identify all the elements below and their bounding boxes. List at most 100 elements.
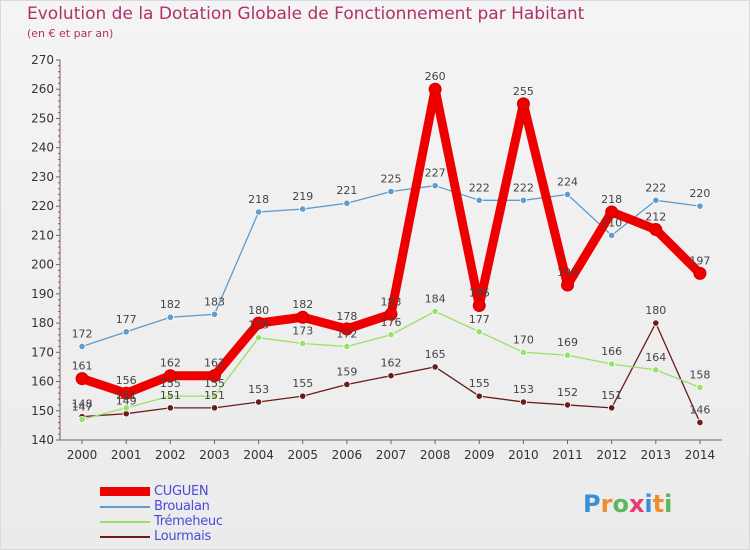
x-tick-label: 2009 [464, 448, 495, 462]
data-point-trmeheuc [475, 328, 483, 336]
data-point-lourmais [519, 398, 528, 406]
data-label-lourmais: 153 [513, 383, 534, 396]
data-point-cuguen [561, 278, 575, 292]
data-point-trmeheuc [78, 415, 86, 424]
data-point-lourmais [122, 410, 130, 418]
data-label-lourmais: 155 [292, 377, 313, 390]
data-label-broualan: 183 [204, 295, 225, 308]
x-tick-label: 2003 [199, 448, 230, 462]
data-label-broualan: 221 [336, 184, 357, 197]
logo-letter: t [652, 490, 665, 518]
data-label-trmeheuc: 155 [160, 377, 181, 390]
data-point-cuguen [119, 386, 133, 400]
data-label-trmeheuc: 147 [72, 401, 93, 414]
data-label-trmeheuc: 177 [469, 313, 490, 326]
data-label-trmeheuc: 173 [292, 325, 313, 338]
data-point-trmeheuc [210, 392, 219, 400]
data-point-cuguen [75, 372, 89, 386]
data-label-lourmais: 151 [601, 389, 622, 402]
y-tick-label: 230 [31, 170, 54, 184]
data-point-broualan [519, 196, 528, 204]
data-label-broualan: 220 [689, 187, 710, 200]
data-point-lourmais [475, 392, 483, 400]
x-tick-label: 2007 [376, 448, 407, 462]
data-point-lourmais [299, 392, 307, 400]
data-label-trmeheuc: 176 [381, 316, 402, 329]
data-label-lourmais: 159 [336, 365, 357, 378]
y-tick-label: 260 [31, 82, 54, 96]
data-label-broualan: 225 [381, 173, 402, 186]
y-tick-label: 190 [31, 287, 54, 301]
data-label-cuguen: 162 [204, 357, 225, 370]
data-label-trmeheuc: 170 [513, 333, 534, 346]
legend-swatch-broualan [100, 506, 150, 508]
data-label-cuguen: 255 [513, 85, 534, 98]
data-label-cuguen: 193 [557, 266, 578, 279]
data-point-trmeheuc [122, 404, 130, 412]
data-label-trmeheuc: 151 [116, 389, 137, 402]
data-label-trmeheuc: 184 [425, 292, 446, 305]
data-point-cuguen [428, 82, 442, 96]
y-tick-label: 240 [31, 141, 54, 155]
data-point-cuguen [207, 369, 221, 383]
legend-swatch-cuguen [100, 487, 150, 496]
data-label-broualan: 219 [292, 190, 313, 203]
data-point-trmeheuc [299, 339, 307, 348]
x-tick-label: 2002 [155, 448, 186, 462]
data-point-cuguen [384, 307, 398, 321]
data-point-cuguen [693, 266, 707, 280]
data-label-lourmais: 146 [689, 403, 710, 416]
x-tick-label: 2004 [243, 448, 274, 462]
data-point-cuguen [649, 223, 663, 237]
data-point-broualan [78, 342, 86, 351]
data-label-cuguen: 162 [160, 357, 181, 370]
data-point-trmeheuc [652, 366, 660, 374]
data-point-cuguen [340, 322, 354, 336]
logo-letter: x [628, 490, 645, 518]
proxiti-logo: Proxiti [583, 490, 672, 518]
y-tick-label: 250 [31, 111, 54, 125]
y-tick-label: 140 [31, 433, 54, 447]
data-point-trmeheuc [696, 383, 704, 391]
x-tick-label: 2014 [685, 448, 716, 462]
y-tick-label: 160 [31, 375, 54, 389]
data-point-cuguen [472, 299, 486, 313]
data-point-broualan [563, 190, 572, 199]
x-tick-label: 2012 [596, 448, 627, 462]
data-point-cuguen [296, 310, 310, 324]
data-label-lourmais: 165 [425, 348, 446, 361]
data-point-lourmais [608, 404, 616, 412]
data-label-trmeheuc: 175 [248, 319, 269, 332]
data-label-lourmais: 180 [645, 304, 666, 317]
y-tick-label: 180 [31, 316, 54, 330]
y-tick-label: 200 [31, 258, 54, 272]
data-point-cuguen [163, 369, 177, 383]
data-point-cuguen [516, 97, 530, 111]
x-tick-label: 2010 [508, 448, 539, 462]
data-label-cuguen: 161 [72, 360, 93, 373]
data-point-trmeheuc [166, 392, 174, 400]
data-label-broualan: 222 [645, 181, 666, 194]
x-tick-label: 2013 [641, 448, 672, 462]
x-tick-label: 2005 [287, 448, 318, 462]
data-label-broualan: 222 [513, 181, 534, 194]
data-label-broualan: 218 [248, 193, 269, 206]
data-label-broualan: 210 [601, 216, 622, 229]
data-point-broualan [652, 196, 660, 204]
y-tick-label: 150 [31, 404, 54, 418]
data-point-trmeheuc [431, 307, 439, 315]
legend-label-tremeheuc: Trémeheuc [154, 514, 223, 529]
legend-label-lourmais: Lourmais [154, 529, 211, 544]
data-point-broualan [122, 328, 130, 336]
data-label-cuguen: 186 [469, 287, 490, 300]
data-label-cuguen: 180 [248, 304, 269, 317]
data-point-broualan [255, 208, 263, 216]
legend-label-broualan: Broualan [154, 499, 210, 514]
data-label-cuguen: 178 [336, 310, 357, 323]
data-point-broualan [696, 202, 704, 210]
data-point-lourmais [255, 398, 263, 406]
y-tick-label: 270 [31, 53, 54, 67]
data-label-trmeheuc: 158 [689, 368, 710, 381]
